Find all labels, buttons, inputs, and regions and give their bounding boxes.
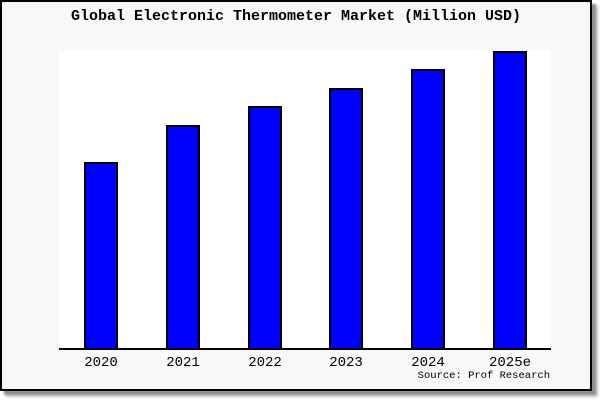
x-tick-label-2025e: 2025e	[488, 355, 531, 371]
plot-area	[59, 50, 551, 350]
chart-frame: Global Electronic Thermometer Market (Mi…	[0, 0, 592, 391]
bar-2023	[329, 88, 363, 348]
source-note: Source: Prof Research	[417, 370, 550, 382]
chart-title: Global Electronic Thermometer Market (Mi…	[70, 8, 522, 25]
bar-2022	[248, 106, 282, 348]
x-tick-label-2022: 2022	[248, 355, 282, 371]
x-tick-label-2021: 2021	[166, 355, 200, 371]
x-tick-label-2023: 2023	[329, 355, 363, 371]
bar-2025e	[493, 51, 527, 348]
bar-2024	[411, 69, 445, 348]
x-tick-label-2020: 2020	[84, 355, 118, 371]
bar-2020	[84, 162, 118, 348]
bar-2021	[166, 125, 200, 348]
x-tick-label-2024: 2024	[411, 355, 445, 371]
